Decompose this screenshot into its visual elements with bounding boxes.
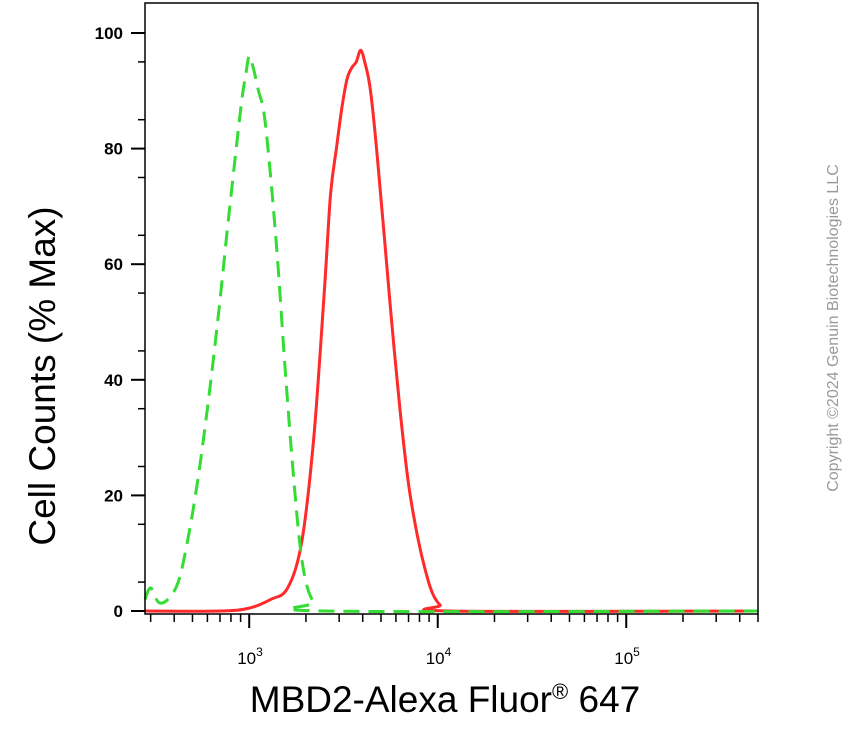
y-tick-label: 0	[114, 602, 123, 621]
copyright-watermark: Copyright ©2024 Genuin Biotechnologies L…	[825, 164, 842, 492]
sample-histogram-line	[144, 48, 759, 613]
x-axis-label: MBD2-Alexa Fluor® 647	[250, 679, 641, 720]
y-tick-label: 100	[95, 24, 123, 43]
x-tick-label: 104	[426, 645, 452, 668]
control-histogram-line	[143, 54, 759, 614]
tick-labels: 0 20 40 60 80 100 103 104 105	[95, 24, 641, 668]
y-tick-label: 20	[104, 486, 123, 505]
x-tick-label: 103	[237, 645, 263, 668]
x-axis-label-suffix: 647	[568, 679, 640, 720]
plot-frame	[144, 2, 759, 615]
axis-ticks	[131, 32, 759, 628]
series-layer	[143, 48, 759, 614]
y-tick-label: 80	[104, 140, 123, 159]
y-axis-label: Cell Counts (% Max)	[22, 206, 63, 545]
x-axis-label-main: MBD2-Alexa Fluor	[250, 679, 552, 720]
y-tick-label: 40	[104, 371, 123, 390]
registered-mark: ®	[552, 679, 568, 704]
x-tick-label: 105	[614, 645, 640, 668]
y-tick-label: 60	[104, 255, 123, 274]
